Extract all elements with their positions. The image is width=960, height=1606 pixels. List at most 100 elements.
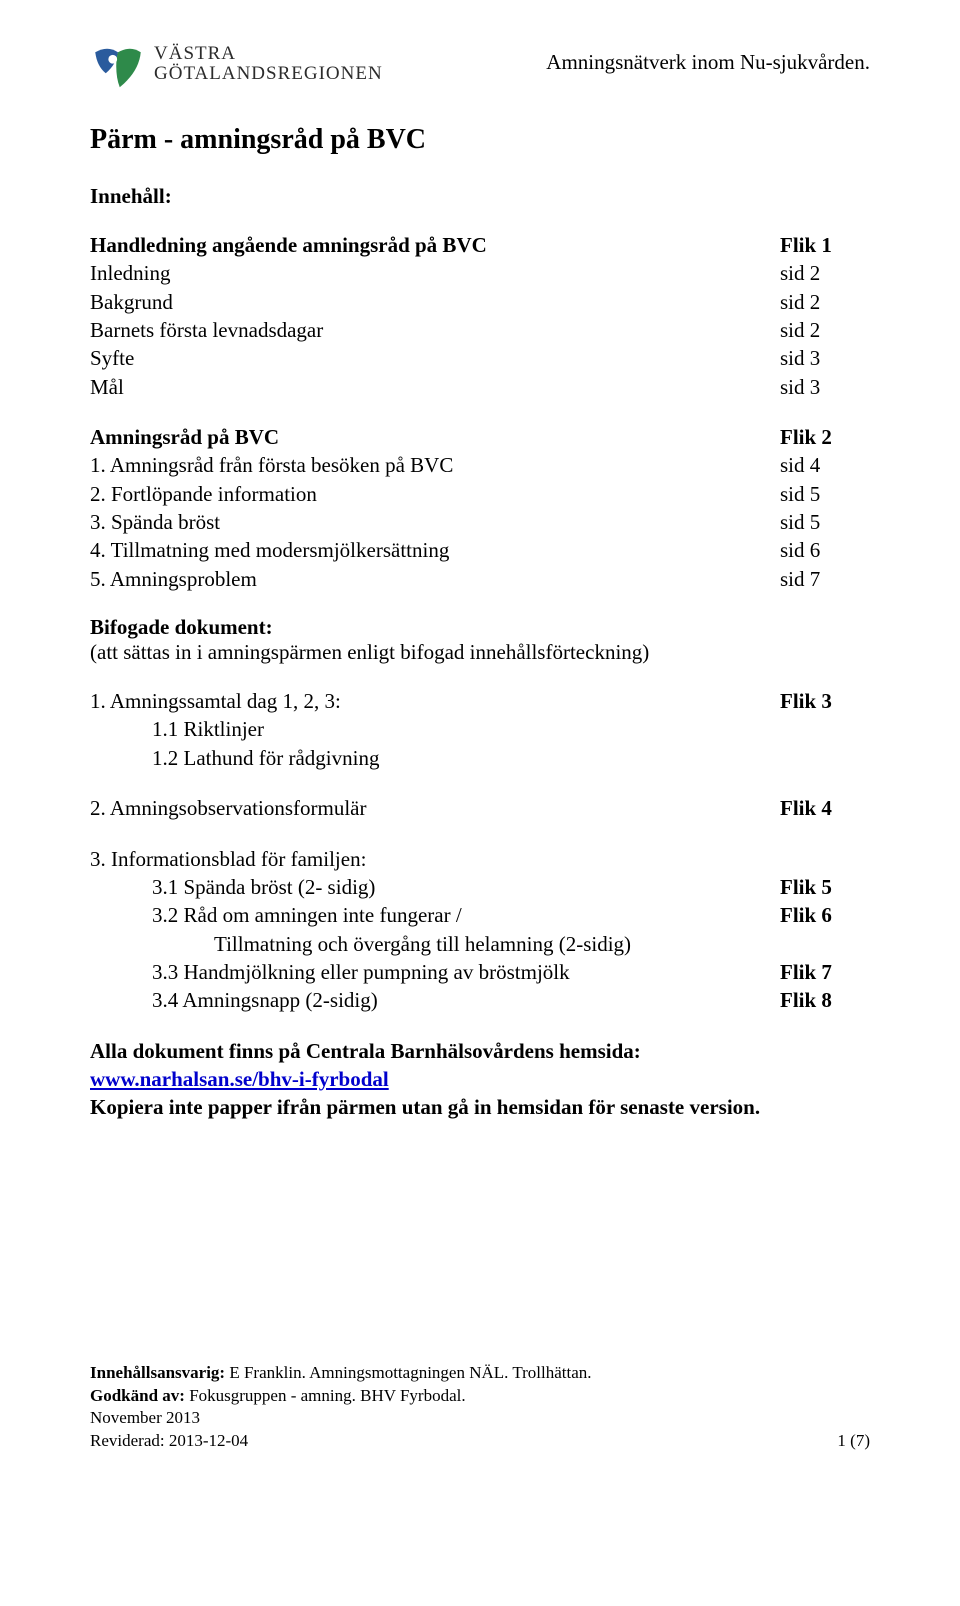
toc-label: Bakgrund (90, 288, 780, 316)
contents-heading: Innehåll: (90, 184, 870, 209)
bottom-link[interactable]: www.narhalsan.se/bhv-i-fyrbodal (90, 1067, 389, 1091)
attachment-row: 2. Amningsobservationsformulär Flik 4 (90, 794, 870, 822)
toc-label: 1. Amningsråd från första besöken på BVC (90, 451, 780, 479)
bottom-line-3: Kopiera inte papper ifrån pärmen utan gå… (90, 1093, 870, 1121)
attachment-label: 1. Amningssamtal dag 1, 2, 3: (90, 687, 780, 715)
attachment-label: 2. Amningsobservationsformulär (90, 794, 780, 822)
footer-rev-label: Reviderad: (90, 1431, 169, 1450)
attachment-subrow: 1.2 Lathund för rådgivning (90, 744, 870, 772)
footer-ansvarig: Innehållsansvarig: E Franklin. Amningsmo… (90, 1362, 870, 1385)
attachment-flik: Flik 5 (780, 873, 870, 901)
blank (780, 744, 870, 772)
blank (780, 930, 870, 958)
attachment-subrow: Tillmatning och övergång till helamning … (90, 930, 870, 958)
attachment-heading: 3. Informationsblad för familjen: (90, 845, 780, 873)
toc-row: 1. Amningsråd från första besöken på BVC… (90, 451, 870, 479)
toc-label: 4. Tillmatning med modersmjölkersättning (90, 536, 780, 564)
toc-row: 5. Amningsproblem sid 7 (90, 565, 870, 593)
footer-godkand-label: Godkänd av: (90, 1386, 189, 1405)
section-heading-flik: Flik 2 (780, 423, 870, 451)
toc-page: sid 2 (780, 259, 870, 287)
footer-godkand: Godkänd av: Fokusgruppen - amning. BHV F… (90, 1385, 870, 1408)
blank (780, 845, 870, 873)
toc-row: 4. Tillmatning med modersmjölkersättning… (90, 536, 870, 564)
section-heading-flik: Flik 1 (780, 231, 870, 259)
footer-bottom-row: Reviderad: 2013-12-04 1 (7) (90, 1430, 870, 1453)
toc-row: 3. Spända bröst sid 5 (90, 508, 870, 536)
toc-label: Mål (90, 373, 780, 401)
toc-label: 2. Fortlöpande information (90, 480, 780, 508)
attachment-heading-row: 3. Informationsblad för familjen: (90, 845, 870, 873)
bifogade-heading: Bifogade dokument: (90, 615, 870, 640)
toc-row: Syfte sid 3 (90, 344, 870, 372)
bifogade-note: (att sättas in i amningspärmen enligt bi… (90, 640, 870, 665)
toc-page: sid 5 (780, 508, 870, 536)
footer-rev: Reviderad: 2013-12-04 (90, 1430, 248, 1453)
toc-label: 3. Spända bröst (90, 508, 780, 536)
toc-page: sid 2 (780, 288, 870, 316)
bifogade-block: Bifogade dokument: (att sättas in i amni… (90, 615, 870, 665)
toc-label: Inledning (90, 259, 780, 287)
attachment-subrow: 3.2 Råd om amningen inte fungerar / Flik… (90, 901, 870, 929)
attachment-sub: 3.3 Handmjölkning eller pumpning av brös… (90, 958, 780, 986)
attachment-subrow: 3.4 Amningsnapp (2-sidig) Flik 8 (90, 986, 870, 1014)
toc-row: Inledning sid 2 (90, 259, 870, 287)
logo-line-1: VÄSTRA (154, 44, 383, 64)
attachment-item-2: 2. Amningsobservationsformulär Flik 4 (90, 794, 870, 822)
toc-page: sid 3 (780, 344, 870, 372)
attachment-sub: 1.1 Riktlinjer (90, 715, 780, 743)
page-footer: Innehållsansvarig: E Franklin. Amningsmo… (90, 1362, 870, 1454)
section-heading-text: Amningsråd på BVC (90, 423, 780, 451)
vgr-logo-icon (90, 40, 146, 96)
toc-page: sid 4 (780, 451, 870, 479)
attachment-flik: Flik 3 (780, 687, 870, 715)
footer-month: November 2013 (90, 1407, 870, 1430)
logo-text: VÄSTRA GÖTALANDSREGIONEN (154, 44, 383, 84)
toc-page: sid 7 (780, 565, 870, 593)
attachment-item-1: 1. Amningssamtal dag 1, 2, 3: Flik 3 1.1… (90, 687, 870, 772)
footer-ansvarig-value: E Franklin. Amningsmottagningen NÄL. Tro… (229, 1363, 591, 1382)
attachment-item-3: 3. Informationsblad för familjen: 3.1 Sp… (90, 845, 870, 1015)
section-amningsrad: Amningsråd på BVC Flik 2 1. Amningsråd f… (90, 423, 870, 593)
toc-row: Barnets första levnadsdagar sid 2 (90, 316, 870, 344)
toc-page: sid 6 (780, 536, 870, 564)
footer-rev-value: 2013-12-04 (169, 1431, 248, 1450)
logo-block: VÄSTRA GÖTALANDSREGIONEN (90, 40, 383, 96)
attachment-sub: 3.2 Råd om amningen inte fungerar / (90, 901, 780, 929)
toc-page: sid 3 (780, 373, 870, 401)
attachment-sub: 3.1 Spända bröst (2- sidig) (90, 873, 780, 901)
bottom-note: Alla dokument finns på Centrala Barnhäls… (90, 1037, 870, 1122)
toc-row: 2. Fortlöpande information sid 5 (90, 480, 870, 508)
bottom-line-1: Alla dokument finns på Centrala Barnhäls… (90, 1037, 870, 1065)
footer-godkand-value: Fokusgruppen - amning. BHV Fyrbodal. (189, 1386, 465, 1405)
toc-label: 5. Amningsproblem (90, 565, 780, 593)
toc-page: sid 5 (780, 480, 870, 508)
attachment-flik: Flik 4 (780, 794, 870, 822)
attachment-sub: 3.4 Amningsnapp (2-sidig) (90, 986, 780, 1014)
toc-row: Mål sid 3 (90, 373, 870, 401)
toc-label: Syfte (90, 344, 780, 372)
toc-page: sid 2 (780, 316, 870, 344)
section-handledning: Handledning angående amningsråd på BVC F… (90, 231, 870, 401)
logo-line-2: GÖTALANDSREGIONEN (154, 64, 383, 84)
section-heading-row: Amningsråd på BVC Flik 2 (90, 423, 870, 451)
toc-row: Bakgrund sid 2 (90, 288, 870, 316)
attachment-flik: Flik 7 (780, 958, 870, 986)
attachment-sub: 1.2 Lathund för rådgivning (90, 744, 780, 772)
footer-ansvarig-label: Innehållsansvarig: (90, 1363, 229, 1382)
blank (780, 715, 870, 743)
header-context: Amningsnätverk inom Nu-sjukvården. (546, 50, 870, 75)
attachment-subrow: 3.3 Handmjölkning eller pumpning av brös… (90, 958, 870, 986)
toc-label: Barnets första levnadsdagar (90, 316, 780, 344)
footer-page-number: 1 (7) (837, 1430, 870, 1453)
attachment-row: 1. Amningssamtal dag 1, 2, 3: Flik 3 (90, 687, 870, 715)
attachment-subrow: 1.1 Riktlinjer (90, 715, 870, 743)
attachment-flik: Flik 8 (780, 986, 870, 1014)
page-title: Pärm - amningsråd på BVC (90, 124, 870, 156)
attachment-flik: Flik 6 (780, 901, 870, 929)
attachment-sub-cont: Tillmatning och övergång till helamning … (90, 930, 780, 958)
attachment-subrow: 3.1 Spända bröst (2- sidig) Flik 5 (90, 873, 870, 901)
section-heading-text: Handledning angående amningsråd på BVC (90, 231, 780, 259)
section-heading-row: Handledning angående amningsråd på BVC F… (90, 231, 870, 259)
page-header: VÄSTRA GÖTALANDSREGIONEN Amningsnätverk … (90, 40, 870, 96)
